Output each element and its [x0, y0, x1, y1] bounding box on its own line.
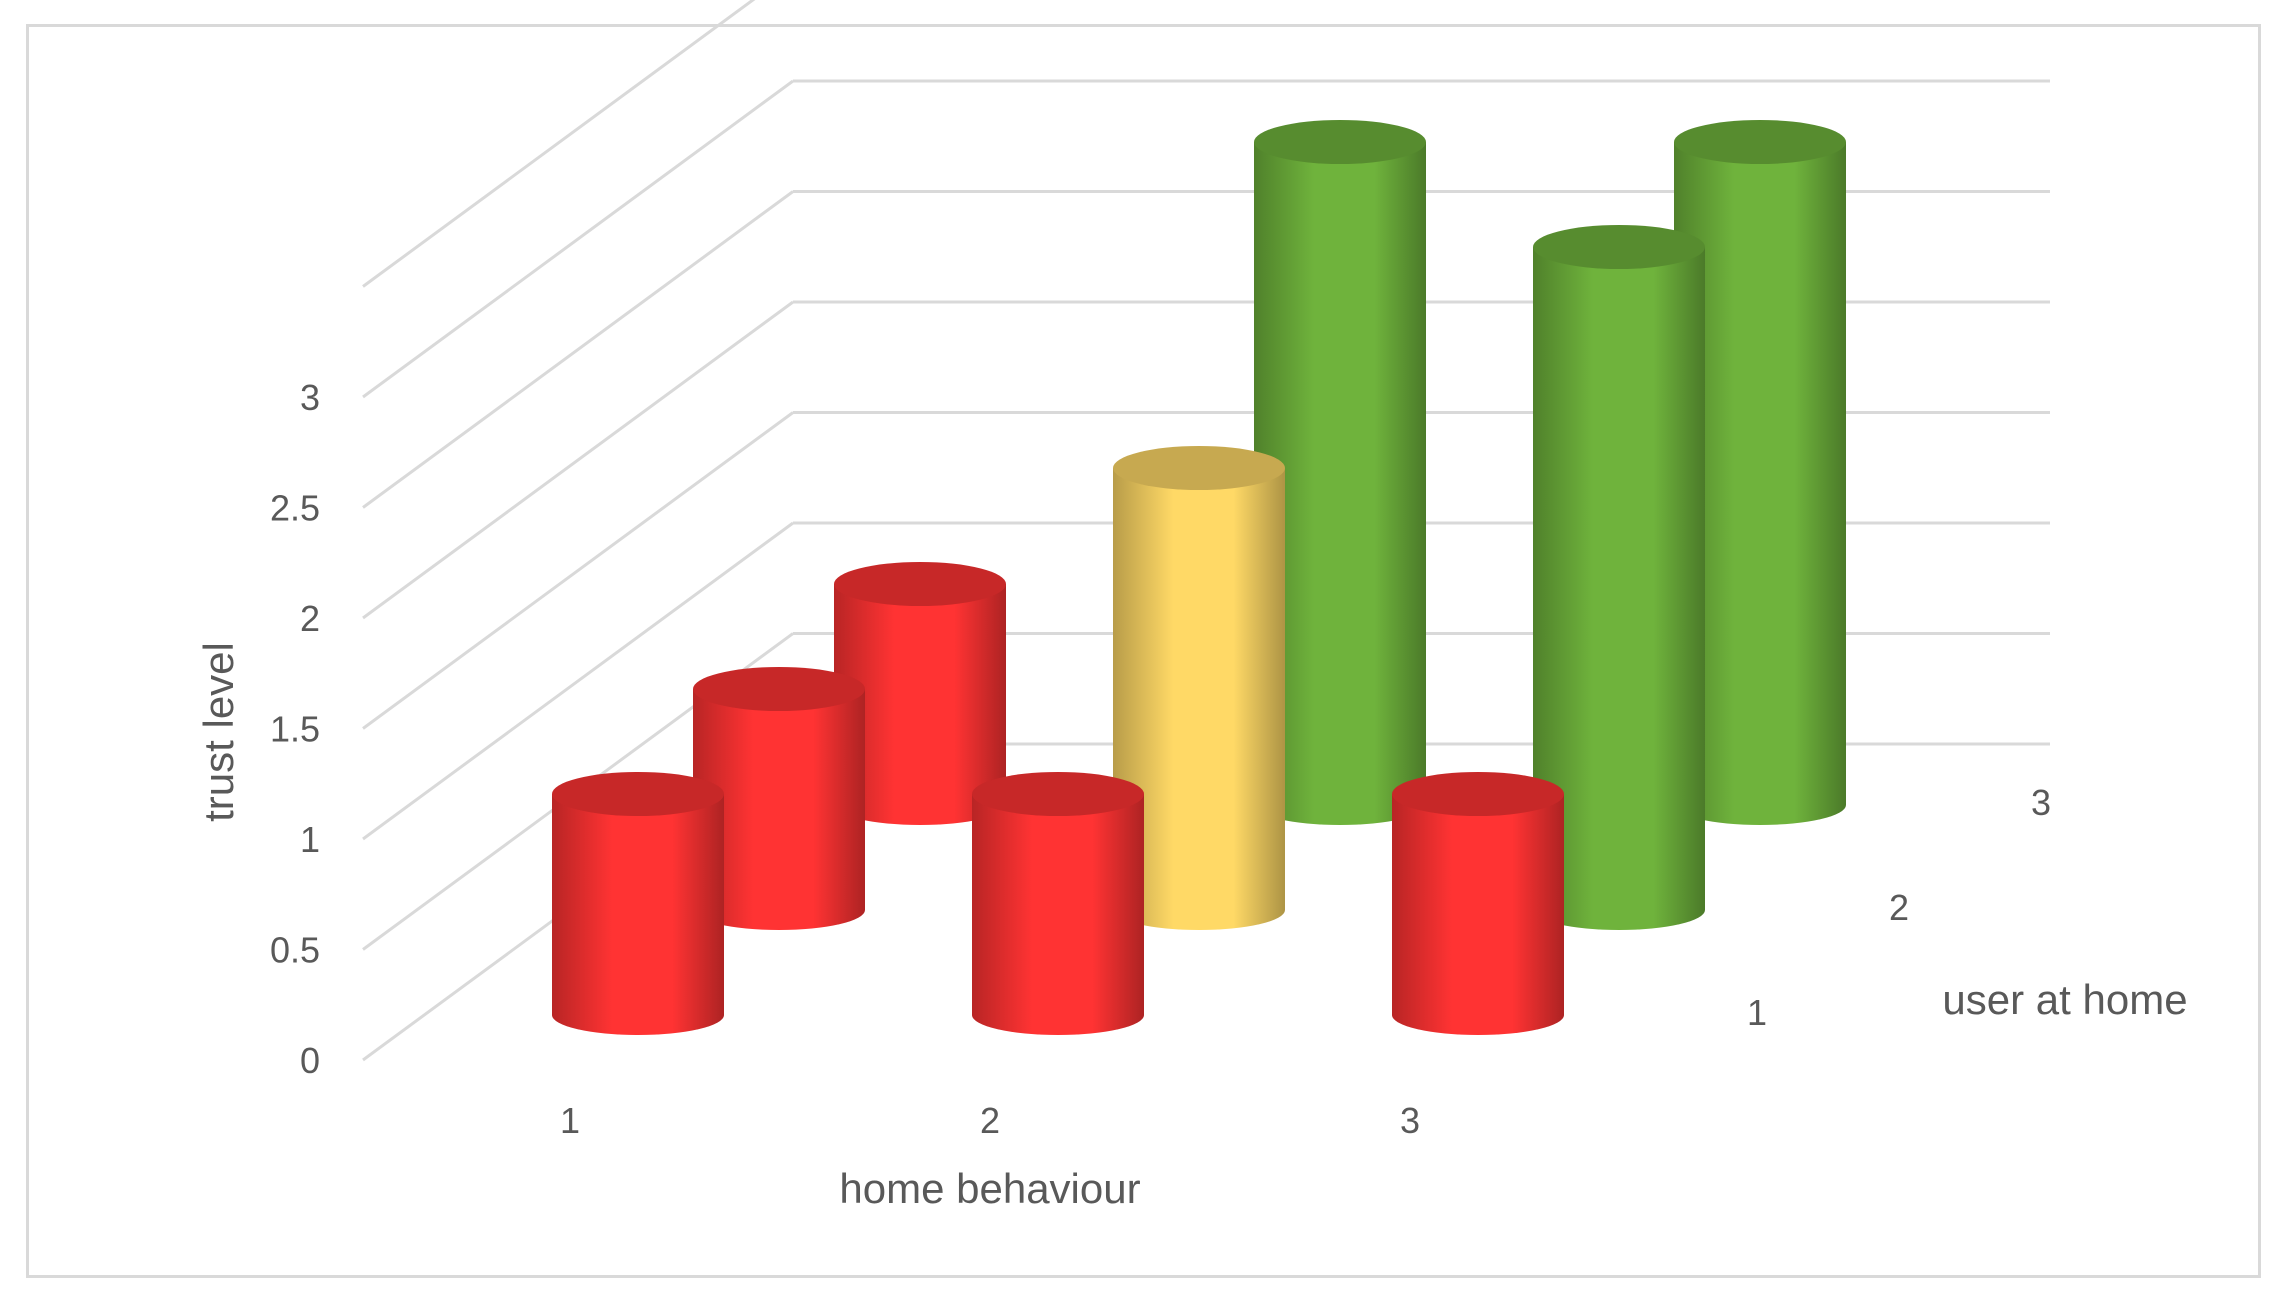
bar-top — [972, 772, 1144, 816]
y-tick-label: 0 — [300, 1040, 320, 1081]
x-tick-label: 3 — [1400, 1100, 1420, 1141]
gridline-diagonal — [362, 521, 794, 841]
bar-x1-z3 — [834, 562, 1006, 825]
bar-top — [834, 562, 1006, 606]
bar-top — [552, 772, 724, 816]
labels: 0 0.5 1 1.5 2 2.5 3 1 2 3 1 2 3 home behaviour user at… — [195, 377, 2188, 1212]
bar-x2-z2 — [1113, 446, 1285, 930]
bar-top — [1392, 772, 1564, 816]
bar-x2-z3 — [1254, 120, 1426, 825]
z-tick-label: 1 — [1747, 992, 1767, 1033]
gridline-diagonal — [362, 190, 794, 509]
y-axis-title: trust level — [195, 642, 242, 822]
bar-x1-z2 — [693, 667, 865, 930]
bar-x3-z2 — [1533, 225, 1705, 930]
gridline-diagonal — [362, 0, 756, 288]
y-tick-label: 2.5 — [270, 488, 320, 529]
gridline-diagonal — [362, 79, 794, 399]
bars — [552, 120, 1846, 1035]
y-tick-label: 3 — [300, 377, 320, 418]
y-tick-label: 1 — [300, 819, 320, 860]
gridline-diagonal — [362, 300, 794, 620]
bar-x2-z1 — [972, 772, 1144, 1035]
bar-body — [1533, 247, 1705, 930]
y-tick-label: 0.5 — [270, 930, 320, 971]
z-tick-label: 3 — [2031, 782, 2051, 823]
y-tick-label: 2 — [300, 598, 320, 639]
bar-body — [1254, 142, 1426, 825]
x-tick-label: 2 — [980, 1100, 1000, 1141]
bar-body — [552, 794, 724, 1035]
bar-top — [1674, 120, 1846, 164]
gridline-diagonal — [362, 411, 794, 730]
z-tick-label: 2 — [1889, 887, 1909, 928]
bar-top — [1254, 120, 1426, 164]
bar-body — [693, 689, 865, 930]
x-axis-title: home behaviour — [839, 1165, 1140, 1212]
bar-x3-z1 — [1392, 772, 1564, 1035]
bar-body — [834, 584, 1006, 825]
bar-body — [1392, 794, 1564, 1035]
bar-top — [1533, 225, 1705, 269]
bar-top — [1113, 446, 1285, 490]
bar-top — [693, 667, 865, 711]
bar-x1-z1 — [552, 772, 724, 1035]
y-tick-label: 1.5 — [270, 709, 320, 750]
bar-body — [972, 794, 1144, 1035]
bar-body — [1674, 142, 1846, 825]
bar-body — [1113, 468, 1285, 930]
x-tick-label: 1 — [560, 1100, 580, 1141]
bar-x3-z3 — [1674, 120, 1846, 825]
z-axis-title: user at home — [1942, 976, 2187, 1023]
